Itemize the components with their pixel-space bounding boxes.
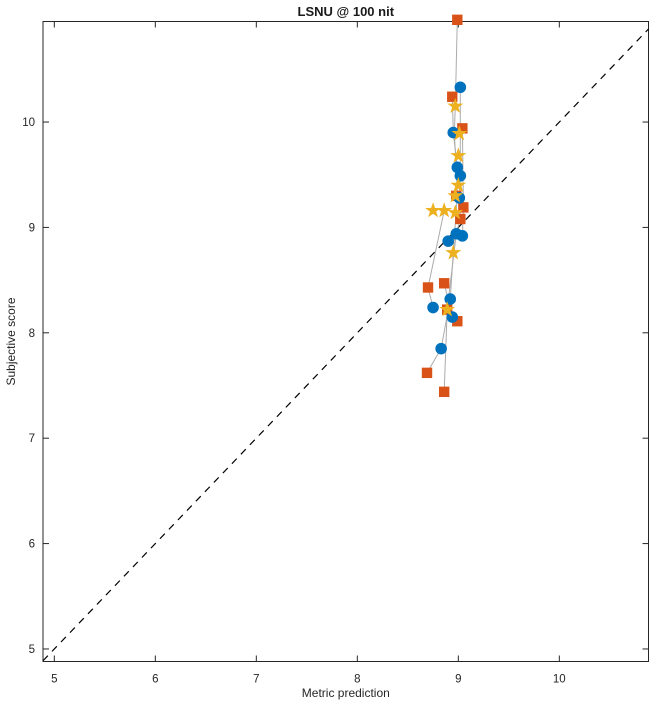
y-tick-label: 7 (29, 433, 35, 445)
data-point-star (447, 97, 464, 113)
data-point-circle (456, 230, 469, 242)
data-point-star (451, 125, 468, 141)
data-point-square (438, 278, 450, 289)
identity-line (42, 28, 649, 662)
x-tick-label: 9 (455, 674, 461, 686)
y-tick-label: 6 (29, 539, 35, 551)
x-tick-label: 8 (354, 674, 360, 686)
y-tick-label: 10 (22, 117, 35, 129)
data-point-circle (435, 342, 447, 355)
data-point-square (421, 367, 433, 379)
plot-title: LSNU @ 100 nit (298, 4, 395, 19)
data-point-circle (427, 301, 439, 314)
data-point-square (447, 91, 458, 102)
y-tick-label: 8 (29, 328, 35, 340)
data-point-star (447, 187, 464, 203)
data-point-star (425, 202, 441, 218)
data-point-circle (442, 235, 455, 247)
data-point-square (438, 386, 450, 398)
data-point-square (452, 14, 463, 26)
data-point-star (450, 147, 467, 163)
data-point-star (450, 176, 467, 193)
data-point-square (458, 202, 469, 213)
y-tick-label: 5 (29, 644, 35, 656)
x-axis-label: Metric prediction (302, 686, 390, 700)
data-point-star (447, 204, 464, 220)
data-point-circle (454, 81, 467, 94)
x-tick-label: 10 (553, 674, 566, 686)
data-point-circle (444, 293, 457, 305)
data-point-circle (454, 169, 467, 182)
data-point-square (422, 282, 434, 293)
x-tick-label: 7 (253, 674, 259, 686)
data-point-square (455, 213, 466, 225)
data-point-star (436, 202, 453, 218)
data-point-star (439, 301, 456, 317)
x-tick-label: 5 (51, 674, 57, 686)
x-tick-label: 6 (152, 674, 158, 686)
connector-line (427, 210, 445, 308)
data-point-star (445, 244, 462, 260)
y-tick-label: 9 (29, 222, 35, 234)
axes-box (42, 21, 649, 662)
y-axis-label: Subjective score (4, 297, 18, 385)
